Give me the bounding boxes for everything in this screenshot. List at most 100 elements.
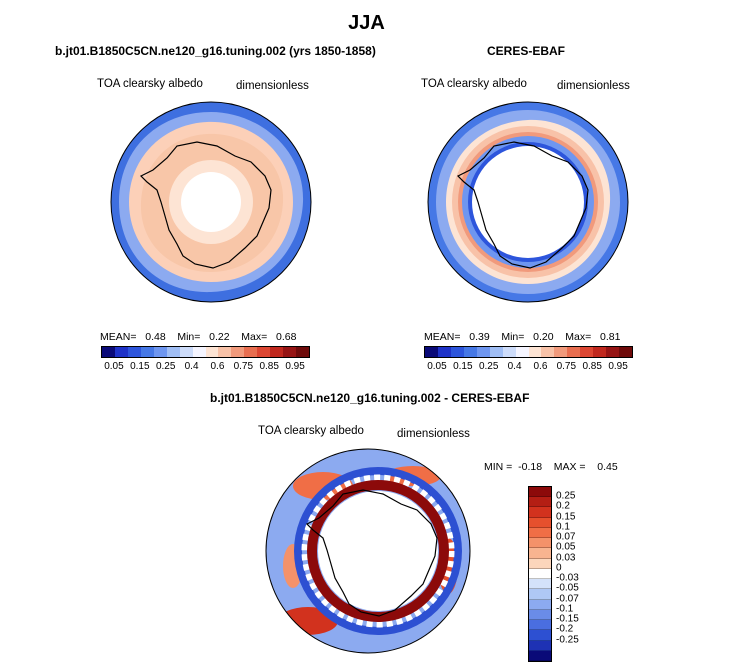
- panel3-ring-white: [301, 474, 455, 628]
- colorbar-tick-label: -0.03: [556, 572, 579, 584]
- colorbar-tick-label: 0.25: [478, 361, 499, 372]
- colorbar-tick-label: -0.1: [556, 603, 574, 615]
- colorbar-tick-label: 0.4: [184, 361, 199, 372]
- colorbar-swatch: [283, 347, 297, 357]
- colorbar-swatch: [437, 347, 451, 357]
- colorbar-swatch: [450, 347, 464, 357]
- colorbar-swatch: [257, 347, 271, 357]
- colorbar-tick-label: 0.15: [130, 361, 150, 372]
- colorbar-tick-label: 0.95: [285, 361, 305, 372]
- colorbar-swatch: [529, 548, 551, 559]
- panel3-map-border: [265, 448, 471, 654]
- colorbar-swatch: [529, 487, 551, 498]
- colorbar-swatch: [619, 347, 632, 357]
- colorbar-tick-label: 0.05: [427, 361, 447, 372]
- panel2-map: [427, 101, 629, 303]
- colorbar-tick-label: 0.85: [582, 361, 602, 372]
- colorbar-swatch: [114, 347, 128, 357]
- colorbar-swatch: [529, 507, 551, 518]
- colorbar-tick-label: -0.15: [556, 613, 579, 625]
- colorbar-swatch: [529, 599, 551, 610]
- colorbar-swatch: [529, 640, 551, 651]
- panel3-ring-darkred: [307, 480, 449, 622]
- colorbar-swatch: [580, 347, 594, 357]
- panel2-units-label: dimensionless: [557, 80, 630, 92]
- panel1-stats: MEAN= 0.48 Min= 0.22 Max= 0.68: [100, 331, 297, 343]
- colorbar-swatch: [244, 347, 258, 357]
- panel1-map: [110, 101, 312, 303]
- panel3-ring-blue: [294, 467, 462, 635]
- colorbar-tick-label: 0.85: [259, 361, 279, 372]
- colorbar-swatch: [528, 347, 542, 357]
- colorbar-swatch: [463, 347, 477, 357]
- colorbar-swatch: [153, 347, 167, 357]
- colorbar-swatch: [140, 347, 154, 357]
- colorbar-swatch: [529, 568, 551, 580]
- colorbar-tick-label: 0.75: [556, 361, 577, 372]
- panel3-stats: MIN = -0.18 MAX = 0.45: [484, 461, 618, 473]
- colorbar-swatch: [476, 347, 490, 357]
- panel3-units-label: dimensionless: [397, 428, 470, 440]
- colorbar-swatch: [218, 347, 232, 357]
- panel1-colorbar-ticks: 0.05 0.15 0.25 0.4 0.6 0.75 0.85 0.95: [101, 361, 308, 375]
- panel1-colorbar: [101, 346, 310, 358]
- panel1-pole-white: [181, 172, 241, 232]
- panel1-variable-label: TOA clearsky albedo: [97, 78, 203, 90]
- panel2-colorbar-ticks: 0.05 0.15 0.25 0.4 0.6 0.75 0.85 0.95: [424, 361, 631, 375]
- colorbar-swatch: [529, 538, 551, 549]
- colorbar-swatch: [529, 620, 551, 631]
- panel2-variable-label: TOA clearsky albedo: [421, 78, 527, 90]
- colorbar-tick-label: 0.15: [556, 511, 576, 523]
- colorbar-tick-label: 0.25: [556, 490, 576, 502]
- colorbar-swatch: [593, 347, 607, 357]
- panel3-colorbar-ticks: 0.25 0.2 0.15 0.1 0.07 0.05 0.03 0 -0.03 -0.05 -0.…: [556, 486, 596, 660]
- panel1-antarctica-outline: [139, 141, 272, 269]
- colorbar-tick-label: 0.07: [556, 531, 576, 543]
- colorbar-tick-label: 0.1: [556, 521, 570, 533]
- panel2-map-border: [427, 101, 629, 303]
- panel2-pole-white: [472, 146, 584, 258]
- colorbar-swatch: [205, 347, 219, 357]
- colorbar-tick-label: -0.25: [556, 634, 579, 646]
- colorbar-swatch: [489, 347, 503, 357]
- colorbar-swatch: [192, 347, 206, 357]
- colorbar-swatch: [127, 347, 141, 357]
- panel3-title: b.jt01.B1850C5CN.ne120_g16.tuning.002 - …: [210, 391, 530, 405]
- colorbar-swatch: [179, 347, 193, 357]
- panel3-colorbar: [528, 486, 552, 662]
- colorbar-tick-label: 0.2: [556, 500, 570, 512]
- colorbar-swatch: [529, 497, 551, 508]
- panel3-antarctica-outline: [305, 489, 438, 617]
- panel3-variable-label: TOA clearsky albedo: [258, 425, 364, 437]
- colorbar-swatch: [529, 527, 551, 539]
- colorbar-swatch: [296, 347, 309, 357]
- colorbar-tick-label: 0.75: [233, 361, 254, 372]
- colorbar-swatch: [529, 589, 551, 600]
- colorbar-tick-label: 0.6: [533, 361, 548, 372]
- colorbar-swatch: [425, 347, 438, 357]
- panel3-pole-white: [318, 491, 438, 611]
- figure-title: JJA: [348, 12, 385, 34]
- colorbar-tick-label: -0.2: [556, 623, 574, 635]
- colorbar-swatch: [270, 347, 284, 357]
- colorbar-swatch: [166, 347, 180, 357]
- panel3-map: [265, 448, 471, 654]
- colorbar-tick-label: 0.05: [104, 361, 124, 372]
- colorbar-tick-label: 0.25: [155, 361, 176, 372]
- colorbar-swatch: [502, 347, 516, 357]
- colorbar-swatch: [515, 347, 529, 357]
- colorbar-tick-label: -0.07: [556, 593, 579, 605]
- panel2-colorbar: [424, 346, 633, 358]
- panel2-antarctica-outline: [456, 141, 589, 269]
- colorbar-swatch: [529, 579, 551, 590]
- panel1-units-label: dimensionless: [236, 80, 309, 92]
- colorbar-swatch: [606, 347, 620, 357]
- colorbar-swatch: [541, 347, 555, 357]
- colorbar-swatch: [529, 558, 551, 569]
- panel1-map-border: [110, 101, 312, 303]
- colorbar-tick-label: 0.95: [608, 361, 628, 372]
- panel2-title: CERES-EBAF: [487, 44, 566, 58]
- panel1-title: b.jt01.B1850C5CN.ne120_g16.tuning.002 (y…: [55, 44, 376, 58]
- panel2-stats: MEAN= 0.39 Min= 0.20 Max= 0.81: [424, 331, 621, 343]
- colorbar-swatch: [231, 347, 245, 357]
